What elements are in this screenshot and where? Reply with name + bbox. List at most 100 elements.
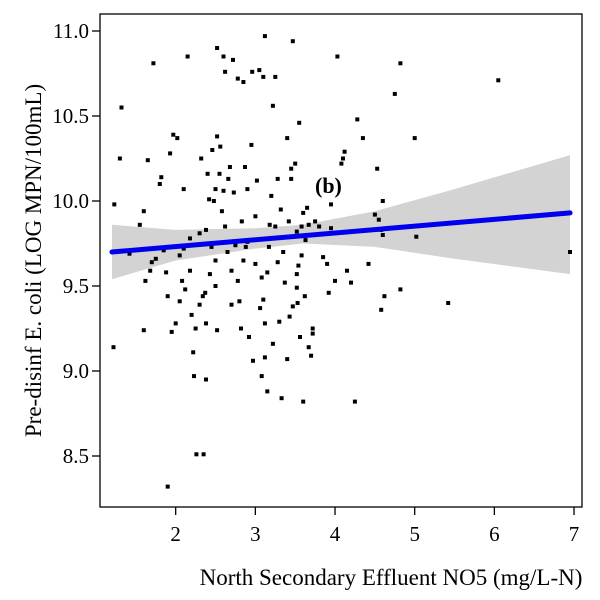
data-point [317,224,322,229]
data-point [215,134,220,139]
data-point [201,452,206,457]
data-point [192,374,196,379]
data-point [306,345,311,350]
data-point [247,335,251,339]
data-point [305,205,310,210]
confidence-band [112,155,570,280]
data-point [278,207,283,212]
data-point [372,212,377,217]
data-point [119,105,124,110]
data-point [414,234,419,239]
data-point [290,39,295,44]
data-point [181,246,186,251]
data-point [310,331,315,336]
data-point [229,268,234,273]
data-point [241,80,246,84]
data-point [215,46,220,50]
data-point [296,263,301,268]
data-point [235,76,240,81]
data-points-layer [111,34,572,489]
y-tick-label: 8.5 [63,444,89,468]
data-point [194,452,199,457]
fit-line-layer [109,210,573,255]
x-axis-ticks: 2 3 4 5 6 7 [170,507,579,546]
data-point [335,54,340,59]
data-point [250,69,255,74]
data-point [299,253,304,258]
data-point [254,178,259,183]
data-point [298,335,302,339]
y-axis-ticks: 8.5 9.0 9.5 10.0 10.5 11.0 [52,19,100,468]
data-point [151,61,156,66]
data-point [301,399,306,404]
data-point [227,165,232,169]
data-point [112,202,117,207]
data-point [213,187,218,192]
x-tick-label: 4 [330,522,341,546]
data-point [197,231,202,236]
data-point [355,117,360,122]
data-point [200,294,205,299]
data-point [282,280,287,285]
data-point [257,68,262,73]
data-point [177,299,182,304]
data-point [245,187,250,192]
data-point [223,224,228,229]
data-point [279,396,284,401]
y-tick-label: 11.0 [53,19,89,43]
data-point [294,229,299,234]
data-point [221,54,226,59]
data-point [398,61,403,66]
data-point [281,250,286,254]
fit-line [109,210,573,255]
data-point [269,193,274,198]
data-point [341,156,345,161]
data-point [273,224,278,229]
data-point [207,197,212,202]
data-point [380,199,385,203]
data-point [333,278,337,283]
data-point [117,156,122,161]
data-point [339,161,344,166]
data-point [229,302,234,307]
data-point [265,389,270,394]
data-point [267,222,272,227]
data-point [309,353,314,358]
data-point [262,34,267,39]
data-point [310,326,315,331]
data-point [345,268,349,273]
data-point [231,57,235,62]
data-point [379,307,384,312]
data-point [285,136,290,141]
y-tick-label: 10.5 [52,104,89,128]
data-point [412,136,417,141]
data-point [239,326,243,331]
data-point [239,219,244,224]
data-point [295,301,300,305]
data-point [321,255,326,260]
data-point [266,244,271,249]
confidence-band-layer [112,155,570,280]
data-point [349,280,353,285]
data-point [211,199,216,203]
data-point [262,321,267,326]
data-point [306,222,311,227]
data-point [275,260,280,265]
x-tick-label: 3 [250,522,261,546]
data-point [199,156,204,161]
data-point [241,258,246,263]
data-point [270,103,275,108]
data-point [303,238,308,243]
data-point [137,222,142,227]
data-point [289,166,294,171]
data-point [496,78,501,83]
data-point [210,148,215,152]
data-point [218,144,223,149]
data-point [175,136,180,141]
data-point [568,250,572,254]
data-point [243,244,248,249]
data-point [382,294,387,299]
data-point [446,301,451,305]
data-point [270,341,275,346]
data-point [253,214,258,219]
